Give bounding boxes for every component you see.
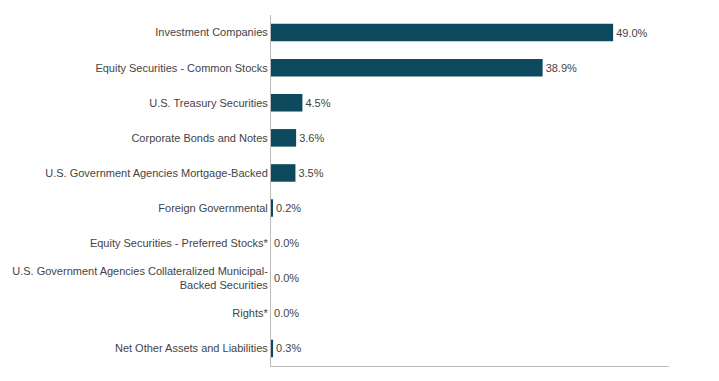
svg-text:Corporate Bonds and Notes: Corporate Bonds and Notes	[131, 132, 268, 144]
svg-text:Equity Securities - Preferred: Equity Securities - Preferred Stocks*	[90, 237, 269, 249]
svg-text:0.0%: 0.0%	[274, 307, 299, 319]
svg-text:0.3%: 0.3%	[276, 342, 301, 354]
svg-text:U.S. Treasury Securities: U.S. Treasury Securities	[149, 97, 268, 109]
svg-text:Investment Companies: Investment Companies	[155, 26, 268, 38]
svg-text:3.6%: 3.6%	[299, 132, 324, 144]
svg-text:U.S. Government Agencies Mortg: U.S. Government Agencies Mortgage-Backed	[45, 167, 268, 179]
svg-text:0.2%: 0.2%	[276, 202, 301, 214]
svg-text:38.9%: 38.9%	[546, 62, 577, 74]
svg-text:U.S. Government Agencies Colla: U.S. Government Agencies Collateralized …	[12, 265, 268, 291]
svg-text:4.5%: 4.5%	[305, 97, 330, 109]
svg-text:Rights*: Rights*	[232, 307, 268, 319]
svg-text:3.5%: 3.5%	[298, 167, 323, 179]
svg-text:Foreign Governmental: Foreign Governmental	[158, 202, 267, 214]
svg-text:0.0%: 0.0%	[274, 272, 299, 284]
svg-text:Net Other Assets and Liabiliti: Net Other Assets and Liabilities	[115, 342, 268, 354]
svg-text:0.0%: 0.0%	[274, 237, 299, 249]
svg-text:Equity Securities - Common Sto: Equity Securities - Common Stocks	[95, 62, 268, 74]
svg-text:49.0%: 49.0%	[616, 27, 647, 39]
